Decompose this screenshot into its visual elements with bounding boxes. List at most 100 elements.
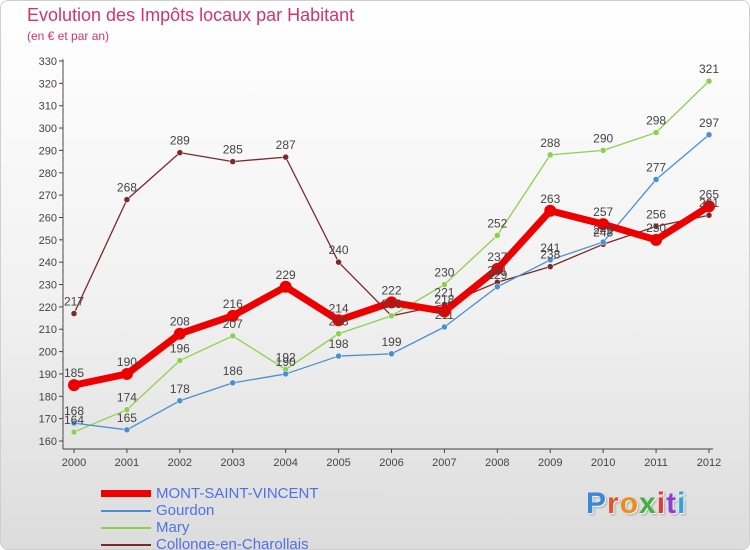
data-label-gourdon: 198	[329, 337, 349, 351]
data-point-collonge-en-charollais	[282, 153, 289, 161]
legend-label: Gourdon	[156, 502, 215, 519]
data-label-mary: 288	[540, 136, 560, 150]
x-tick-label: 2008	[485, 457, 509, 469]
data-point-mont-saint-vincent	[226, 309, 239, 322]
data-point-mont-saint-vincent	[173, 327, 186, 340]
y-tick-label: 230	[39, 280, 57, 292]
data-point-gourdon	[282, 370, 289, 378]
data-label-collonge-en-charollais: 256	[646, 207, 666, 221]
data-label-mary: 290	[593, 131, 613, 145]
data-label-mary: 216	[381, 297, 401, 311]
x-tick-label: 2001	[115, 457, 139, 469]
data-point-collonge-en-charollais	[229, 158, 236, 165]
data-point-gourdon	[388, 350, 395, 358]
chart-subtitle: (en € et par an)	[27, 29, 110, 43]
data-label-mont-saint-vincent: 250	[646, 221, 666, 235]
data-point-mont-saint-vincent	[650, 233, 663, 246]
data-point-collonge-en-charollais	[335, 258, 342, 266]
data-point-mary	[652, 129, 660, 136]
data-label-mont-saint-vincent: 208	[170, 315, 190, 329]
chart-title: Evolution des Impôts locaux par Habitant	[27, 5, 355, 25]
proxiti-logo: Proxiti	[586, 487, 686, 521]
y-tick-label: 190	[39, 369, 57, 381]
data-label-gourdon: 190	[276, 355, 296, 369]
data-point-mary	[599, 147, 607, 154]
y-tick-label: 160	[39, 436, 57, 448]
data-label-gourdon: 229	[487, 268, 507, 282]
data-label-gourdon: 249	[593, 223, 613, 237]
data-label-mary: 192	[276, 350, 296, 364]
x-tick-label: 2009	[538, 457, 562, 469]
data-label-mary: 207	[223, 317, 243, 331]
x-tick-label: 2003	[221, 457, 245, 469]
data-label-collonge-en-charollais: 216	[381, 297, 401, 311]
data-point-gourdon	[441, 323, 448, 331]
data-label-collonge-en-charollais: 248	[593, 225, 613, 239]
y-tick-label: 170	[39, 414, 57, 426]
data-label-mary: 321	[699, 62, 719, 76]
logo-letter: i	[677, 487, 687, 520]
data-label-mont-saint-vincent: 222	[381, 283, 401, 297]
y-tick-label: 180	[39, 391, 57, 403]
data-label-collonge-en-charollais: 268	[117, 181, 137, 195]
y-tick-label: 310	[39, 101, 57, 113]
data-point-mary	[70, 428, 78, 436]
x-tick-label: 2011	[644, 457, 668, 469]
data-point-gourdon	[229, 379, 236, 387]
data-label-mont-saint-vincent: 229	[276, 268, 296, 282]
data-point-mary	[441, 281, 448, 288]
data-point-gourdon	[494, 283, 501, 291]
data-label-collonge-en-charollais: 285	[223, 143, 243, 157]
data-label-mary: 252	[487, 216, 507, 230]
data-label-collonge-en-charollais: 287	[276, 138, 296, 152]
data-label-mont-saint-vincent: 190	[117, 355, 137, 369]
data-point-mont-saint-vincent	[491, 262, 504, 275]
data-point-collonge-en-charollais	[176, 149, 184, 156]
data-label-gourdon: 297	[699, 116, 719, 130]
y-tick-label: 320	[39, 78, 57, 90]
data-label-mary: 196	[170, 342, 190, 356]
data-label-gourdon: 168	[64, 404, 84, 418]
data-point-mary	[176, 357, 184, 364]
data-label-gourdon: 277	[646, 160, 666, 174]
data-point-gourdon	[123, 426, 131, 434]
data-label-collonge-en-charollais: 240	[329, 243, 349, 257]
data-point-mont-saint-vincent	[279, 280, 292, 293]
data-label-mont-saint-vincent: 263	[540, 192, 560, 206]
x-tick-label: 2007	[432, 457, 456, 469]
y-tick-label: 280	[39, 168, 57, 180]
y-tick-label: 220	[39, 302, 57, 314]
logo-letter: i	[656, 487, 667, 520]
data-label-mary: 164	[64, 413, 84, 427]
x-tick-label: 2005	[326, 457, 350, 469]
data-point-collonge-en-charollais	[547, 263, 554, 270]
x-tick-label: 2010	[591, 457, 615, 469]
legend-label: Collonge-en-Charollais	[156, 536, 309, 550]
data-point-gourdon	[335, 352, 342, 360]
data-label-mont-saint-vincent: 214	[329, 301, 349, 315]
data-label-collonge-en-charollais: 238	[540, 248, 560, 262]
x-tick-label: 2002	[168, 457, 192, 469]
data-point-gourdon	[547, 256, 554, 264]
data-point-mont-saint-vincent	[332, 314, 345, 327]
data-label-mary: 230	[434, 266, 454, 280]
x-tick-label: 2004	[273, 457, 297, 469]
x-tick-label: 2000	[62, 457, 86, 469]
y-tick-label: 270	[39, 190, 57, 202]
data-label-mont-saint-vincent: 185	[64, 366, 84, 380]
legend-label: Mary	[156, 519, 190, 536]
data-label-gourdon: 241	[540, 241, 560, 255]
y-tick-label: 260	[39, 212, 57, 224]
data-point-mont-saint-vincent	[544, 204, 557, 217]
data-label-collonge-en-charollais: 231	[487, 263, 507, 277]
y-tick-label: 200	[39, 347, 57, 359]
data-point-collonge-en-charollais	[652, 223, 660, 230]
data-label-mary: 298	[646, 114, 666, 128]
data-point-mont-saint-vincent	[703, 200, 715, 213]
y-tick-label: 250	[39, 235, 57, 247]
data-point-mary	[229, 332, 236, 340]
logo-letter: P	[586, 487, 608, 520]
data-label-mary: 208	[329, 315, 349, 329]
